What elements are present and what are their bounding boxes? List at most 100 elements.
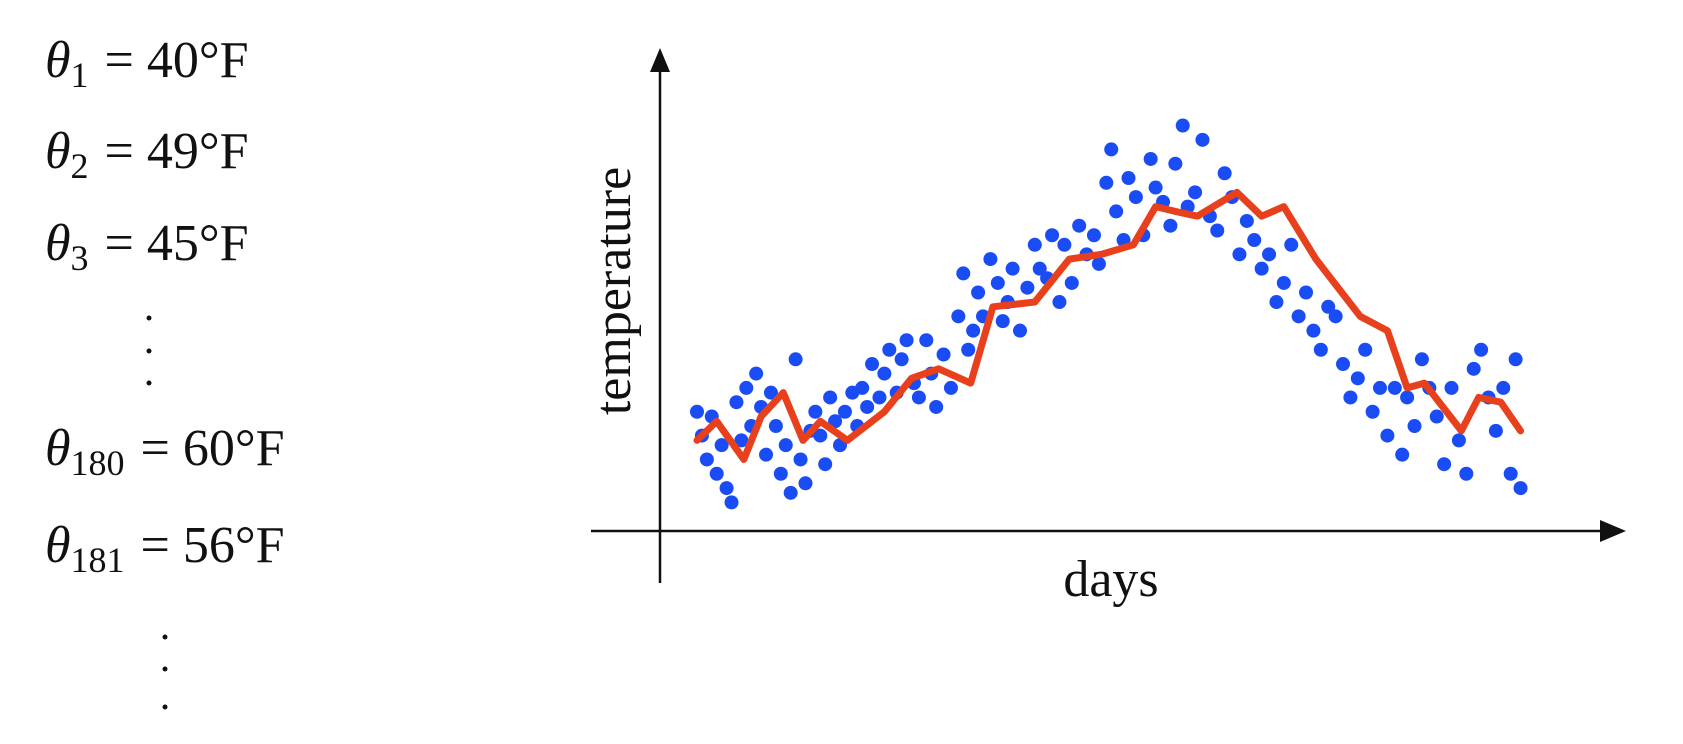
ellipsis [146, 315, 168, 710]
point [1400, 390, 1415, 405]
point [759, 447, 774, 462]
point [1020, 280, 1035, 295]
point [1513, 481, 1528, 496]
point [1052, 295, 1067, 310]
x-arrow [1600, 520, 1626, 542]
point [971, 285, 986, 300]
equation: θ3 = 45°F [45, 215, 249, 278]
point [1358, 342, 1373, 357]
y-axis-label: temperature [585, 167, 642, 415]
point [1365, 404, 1380, 419]
point [966, 323, 981, 338]
point [1099, 175, 1114, 190]
point [1057, 237, 1072, 252]
point [788, 352, 803, 367]
point [1313, 342, 1328, 357]
point [1503, 466, 1518, 481]
point [1232, 247, 1247, 262]
rhs: = 60°F [141, 420, 285, 477]
point [1474, 342, 1489, 357]
x-axis-label: days [1063, 551, 1158, 608]
theta: θ [45, 517, 71, 574]
point [1291, 309, 1306, 324]
point [1488, 423, 1503, 438]
point [1328, 309, 1343, 324]
point [1195, 132, 1210, 147]
point [865, 357, 880, 372]
point [823, 390, 838, 405]
point [828, 414, 843, 429]
point [1109, 204, 1124, 219]
point [943, 380, 958, 395]
subscript: 3 [71, 238, 89, 278]
point [837, 404, 852, 419]
point [773, 466, 788, 481]
point [1128, 190, 1143, 205]
point [1466, 361, 1481, 376]
point [1045, 228, 1060, 243]
point [995, 314, 1010, 329]
point [936, 347, 951, 362]
point [808, 404, 823, 419]
point [1276, 275, 1291, 290]
point [783, 485, 798, 500]
point [894, 352, 909, 367]
point [1217, 166, 1232, 181]
point [714, 438, 729, 453]
point [1269, 295, 1284, 310]
point [1306, 323, 1321, 338]
point [1387, 380, 1402, 395]
subscript: 180 [71, 443, 125, 483]
point [1373, 380, 1387, 395]
rhs: = 56°F [141, 517, 285, 574]
point [1343, 390, 1358, 405]
point [1284, 237, 1299, 252]
point [1496, 380, 1511, 395]
point [818, 457, 833, 472]
point [1336, 357, 1351, 372]
subscript: 1 [71, 55, 89, 95]
point [919, 333, 934, 348]
point [1395, 447, 1410, 462]
point [739, 380, 754, 395]
point [1175, 118, 1190, 133]
point [1437, 457, 1452, 472]
subscript: 2 [71, 146, 89, 186]
point [1027, 237, 1042, 252]
point [1380, 428, 1395, 443]
point [872, 390, 887, 405]
point [813, 428, 828, 443]
point [749, 366, 764, 381]
equation: θ2 = 49°F [45, 123, 249, 186]
point [1239, 213, 1254, 228]
point [1210, 223, 1225, 238]
point [1451, 433, 1466, 448]
point [1091, 256, 1106, 271]
subscript: 181 [71, 540, 125, 580]
point [990, 275, 1005, 290]
equation: θ181 = 56°F [45, 517, 285, 580]
point [877, 366, 892, 381]
point [1444, 380, 1459, 395]
point [1508, 352, 1523, 367]
y-arrow [650, 48, 670, 72]
axes [591, 68, 1610, 583]
point [729, 395, 744, 410]
point [1429, 409, 1444, 424]
point [1407, 419, 1422, 434]
point [1013, 323, 1027, 338]
point [882, 342, 897, 357]
point [1086, 228, 1101, 243]
point [763, 385, 778, 400]
point [734, 433, 749, 448]
point [798, 476, 813, 491]
point [860, 399, 875, 414]
point [1254, 261, 1269, 276]
point [1168, 156, 1183, 171]
point [699, 452, 714, 467]
point [1148, 180, 1163, 195]
point [1104, 142, 1119, 157]
point [1072, 218, 1087, 233]
point [951, 309, 966, 324]
point [1032, 261, 1047, 276]
